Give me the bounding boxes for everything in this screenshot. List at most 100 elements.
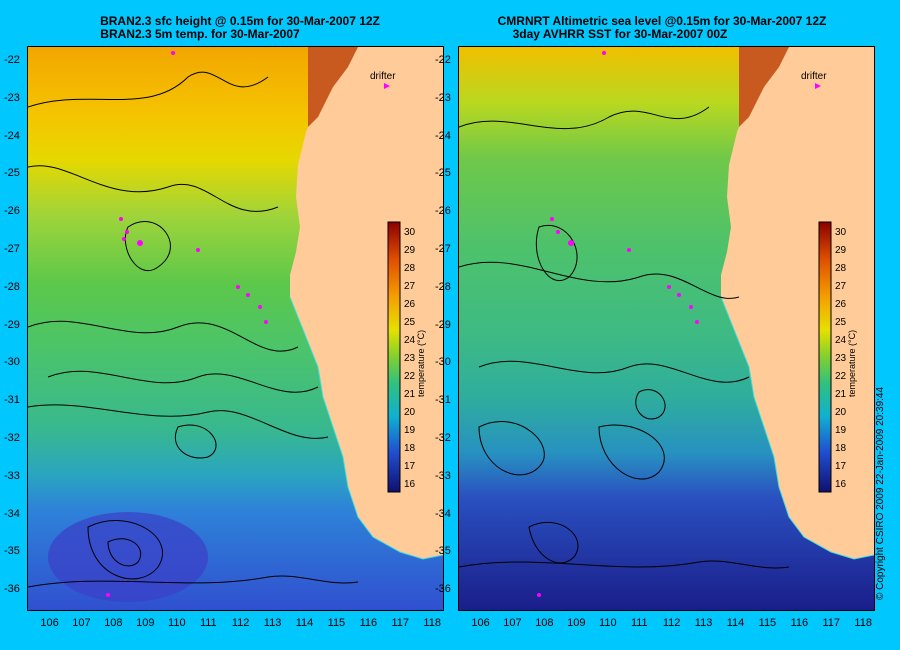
left-lon-tick: 117 [391, 617, 410, 629]
right-lat-tick: -35 [435, 545, 451, 558]
colorbar-tick: 16 [835, 479, 847, 490]
colorbar [818, 221, 832, 493]
sea-level-contours [28, 71, 359, 588]
colorbar-ticks: 30 29 28 27 26 25 24 23 22 21 20 19 18 17 16 [404, 227, 416, 490]
drifter-tracks [106, 51, 268, 597]
left-lat-tick: -22 [4, 54, 20, 67]
drifter-legend-arrow [815, 83, 821, 89]
left-lon-tick: 108 [104, 617, 123, 629]
colorbar-tick: 24 [404, 335, 416, 346]
colorbar-tick: 18 [404, 443, 416, 454]
left-lon-tick: 111 [199, 617, 217, 629]
right-lon-tick: 116 [790, 617, 809, 629]
right-lon-tick: 114 [726, 617, 745, 629]
left-lat-tick: -35 [4, 545, 20, 558]
right-lat-tick: -27 [435, 243, 451, 256]
right-lon-tick: 108 [535, 617, 554, 629]
colorbar-tick: 18 [835, 443, 847, 454]
left-lon-tick: 118 [423, 617, 441, 629]
colorbar-tick: 25 [835, 317, 847, 328]
sea-level-contours [459, 106, 790, 569]
colorbar-tick: 27 [835, 281, 847, 292]
pilbara-highlands [739, 47, 789, 127]
colorbar-tick: 24 [835, 335, 847, 346]
left-lat-tick: -34 [4, 507, 20, 520]
right-map-panel: drifter 30 29 28 27 26 25 24 23 22 21 20 19 18 17 16 t… [458, 46, 875, 611]
colorbar-tick: 25 [404, 317, 416, 328]
left-lat-tick: -29 [4, 318, 20, 331]
right-lat-tick: -29 [435, 318, 451, 331]
right-lat-tick: -26 [435, 205, 451, 218]
left-lat-tick: -23 [4, 91, 20, 104]
left-lon-tick: 106 [40, 617, 59, 629]
right-lon-tick: 113 [694, 617, 713, 629]
left-lat-tick: -36 [4, 583, 20, 596]
colorbar-tick: 30 [404, 227, 416, 238]
colorbar-tick: 30 [835, 227, 847, 238]
right-panel-title-line2: 3day AVHRR SST for 30-Mar-2007 00Z [512, 27, 728, 41]
right-lat-tick: -33 [435, 469, 451, 482]
right-lon-tick: 111 [630, 617, 648, 629]
colorbar-tick: 17 [404, 461, 416, 472]
colorbar-tick: 17 [835, 461, 847, 472]
right-lon-tick: 106 [471, 617, 490, 629]
colorbar-ticks: 30 29 28 27 26 25 24 23 22 21 20 19 18 17 16 [835, 227, 847, 490]
colorbar-tick: 22 [404, 371, 416, 382]
left-lon-tick: 109 [136, 617, 155, 629]
colorbar-tick: 23 [404, 353, 416, 364]
right-lon-tick: 110 [599, 617, 617, 629]
colorbar-tick: 26 [835, 299, 847, 310]
left-lon-tick: 116 [359, 617, 378, 629]
colorbar-tick: 21 [835, 389, 847, 400]
coastline [289, 296, 443, 560]
left-lat-tick: -27 [4, 243, 20, 256]
left-lat-tick: -32 [4, 431, 20, 444]
left-lat-tick: -26 [4, 205, 20, 218]
colorbar-tick: 23 [835, 353, 847, 364]
left-map-panel: drifter 30 29 28 27 26 25 24 23 22 21 20 19 18 17 16 t… [27, 46, 444, 611]
right-lat-tick: -34 [435, 507, 451, 520]
right-map: drifter 30 29 28 27 26 25 24 23 22 21 20 19 18 17 16 t… [459, 47, 874, 610]
colorbar-tick: 19 [835, 425, 847, 436]
right-lat-tick: -32 [435, 431, 451, 444]
pilbara-highlands [308, 47, 358, 127]
colorbar [387, 221, 401, 493]
left-lon-tick: 112 [231, 617, 250, 629]
eddy-warm [48, 512, 208, 602]
copyright-text: © Copyright CSIRO 2009 22-Jan-2009 20:39… [875, 386, 886, 600]
colorbar-tick: 29 [404, 245, 416, 256]
right-lon-tick: 117 [822, 617, 841, 629]
drifter-legend-arrow [384, 83, 390, 89]
drifter-label: drifter [370, 71, 396, 82]
right-lat-tick: -25 [435, 167, 451, 180]
left-lat-tick: -28 [4, 280, 20, 293]
left-lon-tick: 113 [263, 617, 282, 629]
drifter-tracks [537, 51, 699, 597]
right-lat-tick: -36 [435, 583, 451, 596]
colorbar-tick: 27 [404, 281, 416, 292]
right-lat-tick: -31 [435, 394, 451, 407]
colorbar-label: temperature (°C) [416, 330, 426, 397]
left-lon-tick: 114 [295, 617, 314, 629]
colorbar-tick: 16 [404, 479, 416, 490]
right-lon-tick: 115 [758, 617, 777, 629]
right-lat-tick: -23 [435, 91, 451, 104]
right-lat-tick: -24 [435, 129, 451, 142]
colorbar-tick: 28 [835, 263, 847, 274]
land [721, 47, 874, 559]
right-lon-tick: 118 [854, 617, 872, 629]
right-panel-title-line1: CMRNRT Altimetric sea level @0.15m for 3… [497, 14, 827, 28]
left-panel-title-line2: BRAN2.3 5m temp. for 30-Mar-2007 [100, 27, 300, 41]
right-lat-tick: -28 [435, 280, 451, 293]
right-lat-tick: -30 [435, 356, 451, 369]
left-lat-tick: -33 [4, 469, 20, 482]
left-panel-title-line1: BRAN2.3 sfc height @ 0.15m for 30-Mar-20… [100, 14, 380, 28]
right-lon-tick: 112 [662, 617, 681, 629]
left-map: drifter 30 29 28 27 26 25 24 23 22 21 20 19 18 17 16 t… [28, 47, 443, 610]
colorbar-tick: 28 [404, 263, 416, 274]
colorbar-tick: 26 [404, 299, 416, 310]
left-lon-tick: 107 [72, 617, 91, 629]
land [290, 47, 443, 559]
left-lat-tick: -25 [4, 167, 20, 180]
coastline [720, 296, 874, 560]
